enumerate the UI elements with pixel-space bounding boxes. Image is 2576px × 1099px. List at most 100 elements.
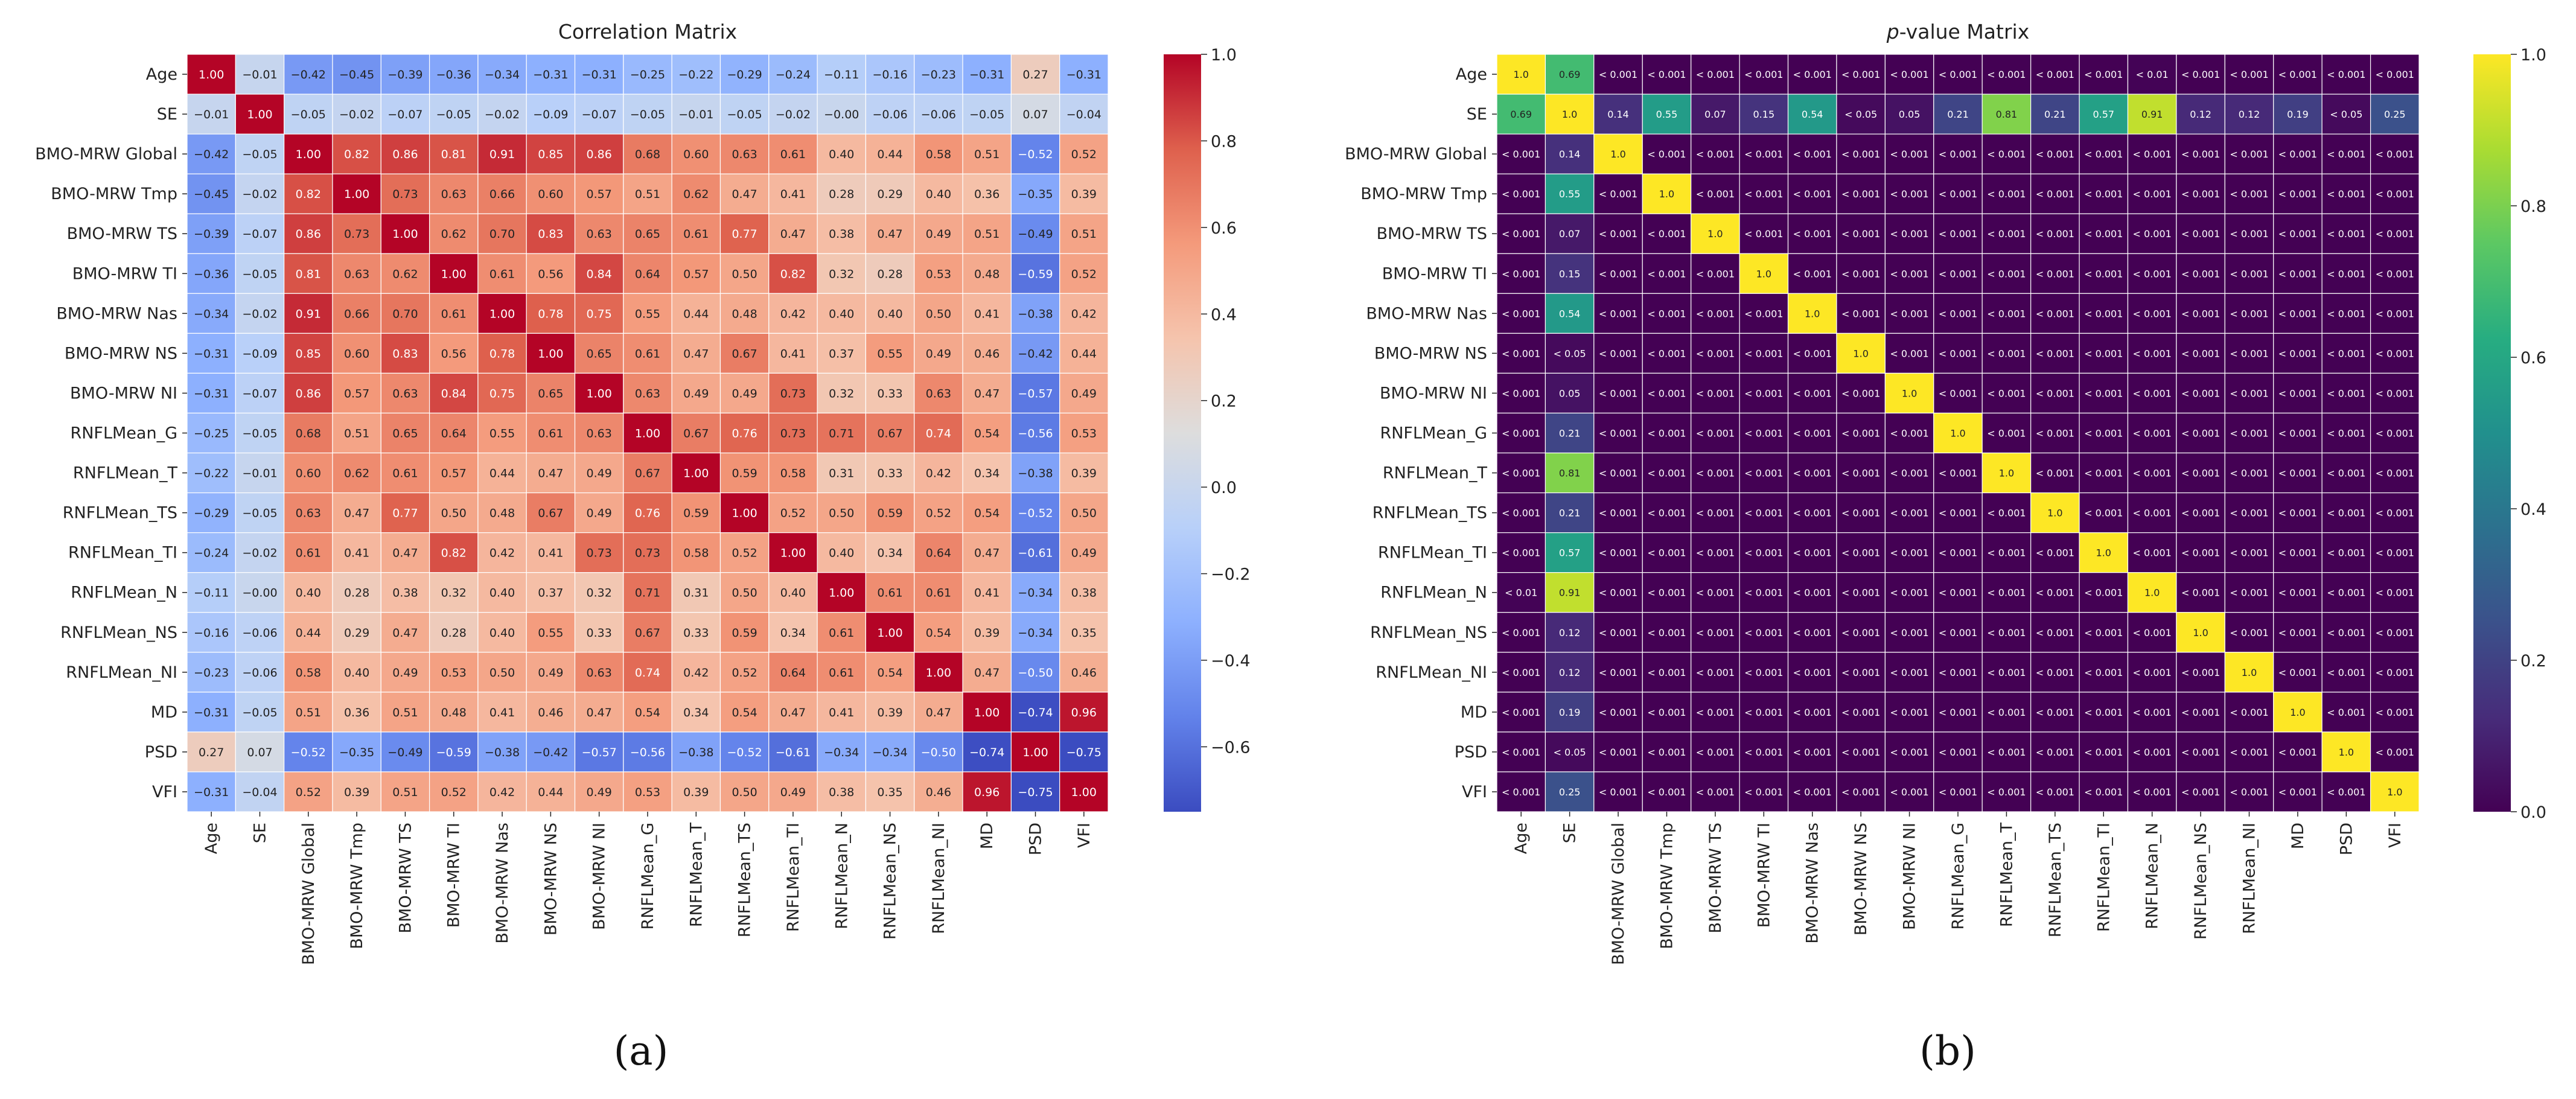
- cell-value-label: 0.35: [877, 786, 902, 799]
- cell-value-label: < 0.001: [1793, 348, 1832, 359]
- cell-value-label: < 0.001: [1696, 627, 1735, 639]
- cell-value-label: 0.81: [441, 148, 467, 161]
- cell-value-label: 1.00: [926, 666, 951, 680]
- heatmap-cell: [1010, 253, 1060, 294]
- cell-value-label: 0.63: [587, 427, 612, 441]
- heatmap-cell: [2224, 133, 2274, 174]
- heatmap-cell: [962, 412, 1012, 454]
- cell-value-label: 0.52: [296, 786, 321, 799]
- heatmap-cell: [235, 94, 285, 135]
- cell-value-label: 0.86: [296, 387, 321, 400]
- heatmap-cell: [1884, 173, 1934, 214]
- heatmap-cell: [1059, 572, 1109, 613]
- heatmap-cell: [2273, 94, 2323, 135]
- cell-value-label: 0.52: [441, 786, 467, 799]
- cell-value-label: < 0.001: [1987, 387, 2026, 399]
- row-label: BMO-MRW Tmp: [51, 185, 177, 203]
- cell-value-label: 0.05: [1559, 387, 1581, 399]
- cell-value-label: < 0.001: [2376, 188, 2414, 200]
- row-label: BMO-MRW Tmp: [1360, 185, 1487, 203]
- cell-value-label: < 0.001: [1744, 547, 1783, 559]
- cell-value-label: 0.51: [392, 706, 418, 719]
- cell-value-label: 0.47: [926, 706, 951, 719]
- heatmap-cell: [429, 731, 479, 772]
- heatmap-cell: [1496, 173, 1546, 214]
- cell-value-label: 0.47: [538, 467, 563, 480]
- heatmap-cell: [2127, 173, 2177, 214]
- row-label: RNFLMean_G: [70, 424, 177, 443]
- heatmap-cell: [235, 492, 285, 534]
- cell-value-label: −0.05: [242, 427, 277, 441]
- cell-value-label: < 0.001: [2327, 428, 2365, 439]
- heatmap-cell: [1691, 54, 1740, 95]
- row-label: BMO-MRW Nas: [1366, 304, 1487, 323]
- cell-value-label: < 0.001: [2084, 228, 2123, 240]
- cell-value-label: < 0.001: [2278, 428, 2317, 439]
- cell-value-label: 0.40: [877, 307, 902, 320]
- cell-value-label: −0.02: [776, 108, 811, 121]
- heatmap-cell: [1884, 94, 1934, 135]
- cell-value-label: −0.42: [194, 148, 229, 161]
- heatmap-cell: [332, 492, 381, 534]
- cell-value-label: < 0.001: [2376, 667, 2414, 678]
- row-label: RNFLMean_NI: [1376, 663, 1487, 682]
- cell-value-label: 0.66: [344, 307, 369, 320]
- cell-value-label: 0.51: [344, 427, 369, 441]
- cell-value-label: 0.39: [1071, 188, 1097, 201]
- heatmap-cell: [817, 293, 867, 334]
- cell-value-label: < 0.001: [2133, 148, 2172, 160]
- heatmap-cell: [768, 771, 818, 812]
- heatmap-cell: [2176, 133, 2225, 174]
- cell-value-label: < 0.001: [1890, 747, 1928, 758]
- heatmap-cell: [1933, 771, 1983, 812]
- heatmap-cell: [623, 572, 672, 613]
- cell-value-label: −0.16: [872, 68, 907, 81]
- heatmap-cell: [2079, 532, 2129, 573]
- cell-value-label: < 0.001: [1502, 148, 1540, 160]
- heatmap-cell: [1642, 731, 1692, 772]
- cell-value-label: 0.12: [1559, 627, 1581, 639]
- cell-value-label: 0.44: [296, 626, 321, 640]
- heatmap-cell: [574, 452, 624, 494]
- heatmap-cell: [2176, 293, 2225, 334]
- heatmap-cell: [1642, 771, 1692, 812]
- cell-value-label: < 0.001: [1744, 348, 1783, 359]
- heatmap-cell: [1059, 54, 1109, 95]
- heatmap-cell: [284, 213, 333, 254]
- heatmap-cell: [962, 133, 1012, 174]
- cell-value-label: < 0.001: [2181, 786, 2220, 798]
- cell-value-label: 0.61: [392, 467, 418, 480]
- heatmap-cell: [2030, 213, 2080, 254]
- cell-value-label: 0.57: [2093, 109, 2114, 120]
- column-label: Age: [1512, 823, 1531, 854]
- cell-value-label: −0.05: [242, 148, 277, 161]
- cell-value-label: −0.09: [533, 108, 568, 121]
- heatmap-cell: [2176, 692, 2225, 733]
- heatmap-cell: [1836, 293, 1886, 334]
- heatmap-cell: [1836, 54, 1886, 95]
- heatmap-cell: [332, 532, 381, 573]
- cell-value-label: 0.50: [926, 307, 951, 320]
- heatmap-cell: [1933, 133, 1983, 174]
- cell-value-label: 0.34: [683, 706, 709, 719]
- cell-value-label: < 0.001: [1647, 786, 1686, 798]
- row-label: BMO-MRW TI: [72, 264, 177, 283]
- cell-value-label: < 0.001: [1890, 69, 1928, 80]
- cell-value-label: 0.33: [683, 626, 709, 640]
- cell-value-label: 0.73: [635, 547, 660, 560]
- heatmap-cell: [962, 492, 1012, 534]
- column-label: BMO-MRW TS: [1706, 823, 1725, 933]
- heatmap-cell: [1545, 412, 1595, 454]
- cell-value-label: 0.58: [296, 666, 321, 680]
- cell-value-label: −0.42: [291, 68, 326, 81]
- heatmap-cell: [1691, 452, 1740, 494]
- cell-value-label: 0.49: [780, 786, 806, 799]
- cell-value-label: 0.55: [489, 427, 515, 441]
- heatmap-cell: [2176, 94, 2225, 135]
- cell-value-label: 0.49: [1071, 387, 1097, 400]
- heatmap-cell: [1933, 731, 1983, 772]
- cell-value-label: −0.29: [727, 68, 762, 81]
- heatmap-cell: [1933, 572, 1983, 613]
- heatmap-cell: [1836, 731, 1886, 772]
- heatmap-cell: [284, 492, 333, 534]
